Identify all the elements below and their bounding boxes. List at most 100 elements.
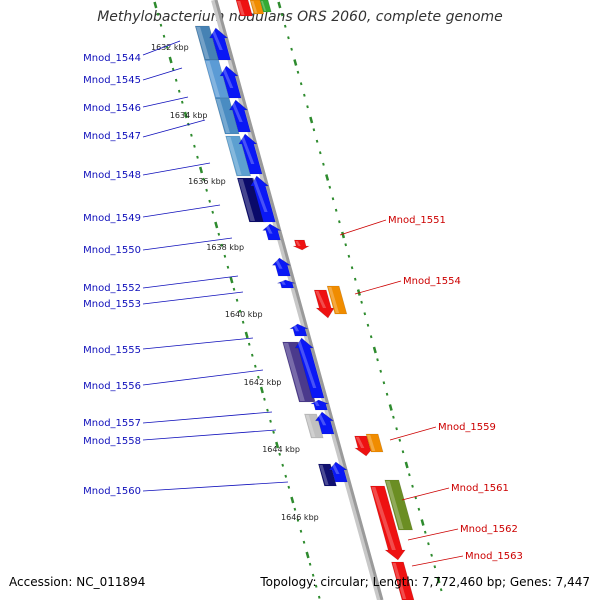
tick-marks <box>153 1 443 599</box>
svg-text:Mnod_1549: Mnod_1549 <box>83 213 141 224</box>
tick-mark <box>211 210 215 214</box>
cog-block <box>214 97 240 135</box>
gene-label-reverse[interactable]: Mnod_1555 <box>83 337 254 356</box>
tick-mark <box>347 254 351 258</box>
cds-arrow-reverse <box>249 175 276 223</box>
cog-block <box>384 479 414 531</box>
kbp-tick-label: 1632 kbp <box>151 43 189 52</box>
svg-text:Mnod_1562: Mnod_1562 <box>460 524 518 535</box>
kbp-tick-label: 1646 kbp <box>281 513 319 522</box>
tick-mark <box>423 530 427 534</box>
tick-mark <box>254 364 257 368</box>
tick-mark <box>331 197 335 201</box>
svg-text:Mnod_1555: Mnod_1555 <box>83 345 141 356</box>
cds-arrow-reverse <box>238 133 263 175</box>
gene-label-reverse[interactable]: Mnod_1548 <box>83 162 211 181</box>
gene-label-forward[interactable]: Mnod_1563 <box>411 551 523 567</box>
tick-mark <box>153 1 158 9</box>
tick-mark <box>283 24 287 28</box>
cds-arrow-reverse <box>314 411 335 435</box>
tick-mark <box>284 474 288 478</box>
tick-mark <box>290 47 293 51</box>
tick-mark <box>196 155 199 159</box>
tick-mark <box>250 353 254 357</box>
tick-mark <box>411 484 414 488</box>
tick-mark <box>309 116 314 124</box>
tick-mark <box>299 529 303 533</box>
gene-label-reverse[interactable]: Mnod_1544 <box>83 40 181 64</box>
tick-mark <box>338 220 341 224</box>
tick-mark <box>366 323 370 327</box>
tick-mark <box>360 300 363 304</box>
cds-arrow-reverse <box>261 223 282 241</box>
svg-text:Mnod_1563: Mnod_1563 <box>465 551 523 562</box>
cds-arrow-forward <box>313 289 335 319</box>
tick-mark <box>427 542 430 546</box>
tick-mark <box>229 276 234 284</box>
tick-mark <box>180 100 184 104</box>
tick-mark <box>183 111 188 119</box>
svg-text:Mnod_1548: Mnod_1548 <box>83 170 141 181</box>
tick-mark <box>165 45 169 49</box>
gene-label-forward[interactable]: Mnod_1559 <box>389 422 496 441</box>
tick-mark <box>290 496 295 504</box>
gene-label-forward[interactable]: Mnod_1554 <box>354 276 461 295</box>
gene-label-reverse[interactable]: Mnod_1546 <box>83 96 189 114</box>
tick-mark <box>259 386 264 394</box>
tick-mark <box>226 265 230 269</box>
cds-arrow-reverse <box>277 279 296 289</box>
kbp-tick-label: 1636 kbp <box>188 177 226 186</box>
map-title: Methylobacterium nodulans ORS 2060, comp… <box>97 9 503 25</box>
tick-mark <box>302 540 306 544</box>
gene-label-reverse[interactable]: Mnod_1547 <box>83 119 206 142</box>
tick-mark <box>280 13 284 17</box>
kbp-tick-label: 1640 kbp <box>225 310 263 319</box>
tick-mark <box>241 320 245 324</box>
tick-mark <box>214 221 219 229</box>
gene-label-reverse[interactable]: Mnod_1557 <box>83 411 273 429</box>
tick-mark <box>318 151 322 155</box>
tick-mark <box>392 415 395 419</box>
tick-mark <box>372 346 377 354</box>
gene-label-reverse[interactable]: Mnod_1549 <box>83 204 221 224</box>
gene-label-forward[interactable]: Mnod_1551 <box>339 215 446 236</box>
svg-text:Mnod_1552: Mnod_1552 <box>83 283 141 294</box>
tick-mark <box>436 576 441 584</box>
svg-text:Mnod_1544: Mnod_1544 <box>83 53 141 64</box>
gene-features <box>194 0 415 600</box>
gene-label-reverse[interactable]: Mnod_1550 <box>83 237 233 256</box>
gene-label-reverse[interactable]: Mnod_1553 <box>83 291 244 310</box>
gene-label-forward[interactable]: Mnod_1562 <box>407 524 518 541</box>
tick-mark <box>312 128 316 132</box>
tick-mark <box>247 342 251 346</box>
gene-label-forward[interactable]: Mnod_1561 <box>401 483 509 501</box>
cds-arrow-reverse <box>294 337 325 399</box>
tick-mark <box>208 199 211 203</box>
cds-arrow-reverse <box>208 27 231 61</box>
cds-arrow-reverse <box>310 399 329 411</box>
gene-label-reverse[interactable]: Mnod_1556 <box>83 369 264 392</box>
tick-mark <box>334 208 338 212</box>
tick-mark <box>439 588 443 592</box>
tick-mark <box>277 1 282 9</box>
tick-mark <box>433 565 437 569</box>
tick-mark <box>278 452 281 456</box>
tick-mark <box>306 105 309 109</box>
gene-labels: Mnod_1544 Mnod_1545 Mnod_1546 Mnod_1547 Mnod… <box>83 40 523 567</box>
tick-mark <box>174 78 178 82</box>
tick-mark <box>232 287 236 291</box>
tick-mark <box>353 277 357 281</box>
tick-mark <box>328 185 332 189</box>
tick-mark <box>162 34 166 38</box>
gene-label-reverse[interactable]: Mnod_1552 <box>83 275 239 294</box>
tick-mark <box>344 243 348 247</box>
tick-mark <box>156 12 160 16</box>
tick-mark <box>281 463 285 467</box>
svg-text:Mnod_1546: Mnod_1546 <box>83 103 141 114</box>
gene-label-reverse[interactable]: Mnod_1560 <box>83 481 289 497</box>
tick-mark <box>205 188 208 192</box>
cog-block <box>326 285 348 315</box>
gene-label-reverse[interactable]: Mnod_1558 <box>83 429 277 447</box>
gene-label-reverse[interactable]: Mnod_1545 <box>83 67 183 86</box>
